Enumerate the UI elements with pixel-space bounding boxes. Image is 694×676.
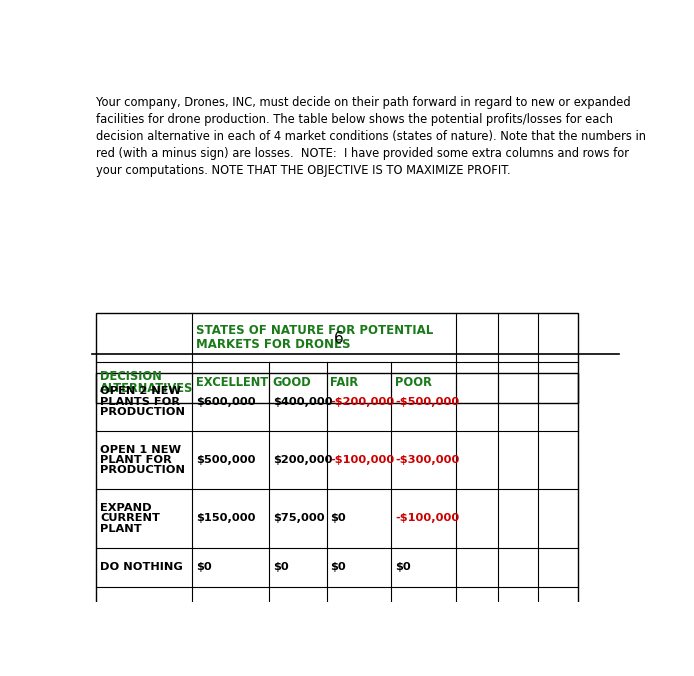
Text: -$100,000: -$100,000 [395,513,459,523]
Text: -$500,000: -$500,000 [395,397,459,407]
Text: GOOD: GOOD [273,376,312,389]
Text: $0: $0 [330,513,346,523]
Text: MARKETS FOR DRONES: MARKETS FOR DRONES [196,338,351,351]
Text: ALTERNATIVES: ALTERNATIVES [100,382,194,395]
Text: $400,000: $400,000 [273,397,332,407]
Text: $200,000: $200,000 [273,455,332,465]
Bar [96,313,578,403]
Text: decision alternative in each of 4 market conditions (states of nature). Note tha: decision alternative in each of 4 market… [96,130,646,143]
Text: PLANT: PLANT [100,524,142,534]
Text: CURRENT: CURRENT [100,513,160,523]
Text: POOR: POOR [395,376,432,389]
Text: $0: $0 [273,562,289,572]
Bar [96,372,578,622]
Text: red (with a minus sign) are losses.  NOTE:  I have provided some extra columns a: red (with a minus sign) are losses. NOTE… [96,147,629,160]
Text: -$300,000: -$300,000 [395,455,459,465]
Text: PLANT FOR: PLANT FOR [100,455,172,465]
Text: DO NOTHING: DO NOTHING [100,562,183,572]
Text: $500,000: $500,000 [196,455,255,465]
Text: Your company, Drones, INC, must decide on their path forward in regard to new or: Your company, Drones, INC, must decide o… [96,96,631,109]
Text: -$100,000: -$100,000 [330,455,395,465]
Text: EXPAND: EXPAND [100,503,152,513]
Text: PRODUCTION: PRODUCTION [100,466,185,475]
Text: PRODUCTION: PRODUCTION [100,407,185,417]
Text: facilities for drone production. The table below shows the potential profits/los: facilities for drone production. The tab… [96,113,613,126]
Text: $0: $0 [395,562,411,572]
Text: $75,000: $75,000 [273,513,325,523]
Text: OPEN 2 NEW: OPEN 2 NEW [100,387,181,396]
Text: STATES OF NATURE FOR POTENTIAL: STATES OF NATURE FOR POTENTIAL [196,324,434,337]
Text: $0: $0 [330,562,346,572]
Text: PLANTS FOR: PLANTS FOR [100,397,180,407]
Text: $600,000: $600,000 [196,397,255,407]
Text: your computations. NOTE THAT THE OBJECTIVE IS TO MAXIMIZE PROFIT.: your computations. NOTE THAT THE OBJECTI… [96,164,511,177]
Text: DECISION: DECISION [100,370,162,383]
Text: 6: 6 [334,331,344,346]
Text: OPEN 1 NEW: OPEN 1 NEW [100,445,181,455]
Text: -$200,000: -$200,000 [330,397,395,407]
Text: $150,000: $150,000 [196,513,255,523]
Text: $0: $0 [196,562,212,572]
Text: FAIR: FAIR [330,376,359,389]
Text: EXCELLENT: EXCELLENT [196,376,268,389]
